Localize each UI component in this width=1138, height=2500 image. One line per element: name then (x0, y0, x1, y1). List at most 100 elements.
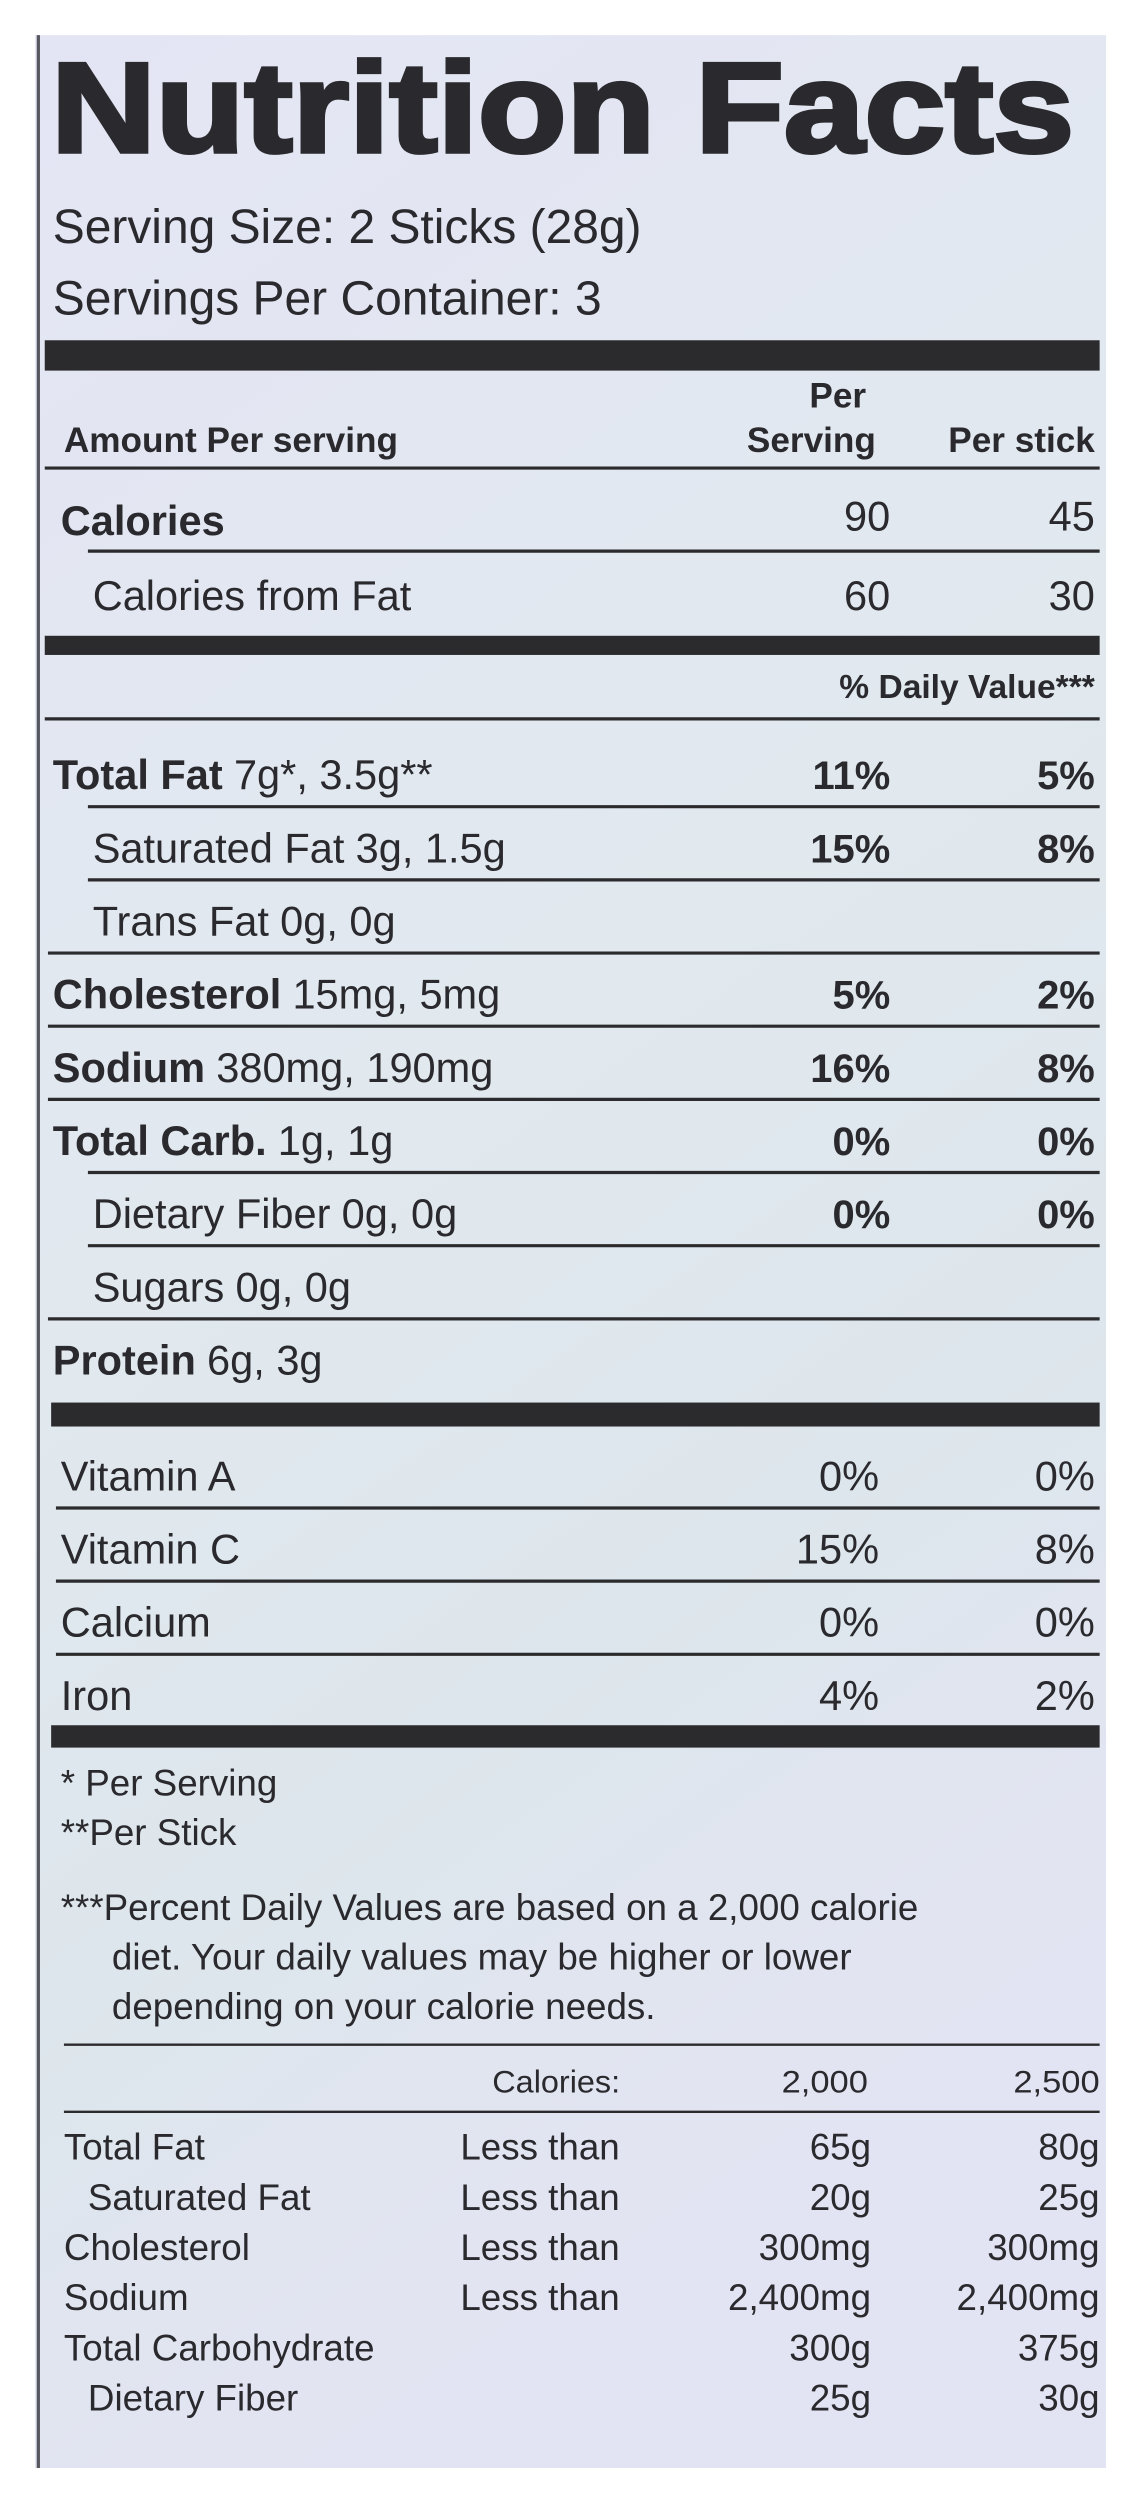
nutrient-row: Sodium 380mg, 190mg (53, 1044, 494, 1091)
nutrient-name: Trans Fat (93, 897, 270, 944)
daily-value: 0% (833, 1193, 891, 1237)
nutrient-amount: 3g, 1.5g (356, 824, 506, 871)
reference-header: Calories: (492, 2064, 620, 2100)
reference-value: 375g (1018, 2327, 1100, 2368)
reference-value: 20g (810, 2177, 871, 2218)
vitamin-value: 0% (1035, 1599, 1095, 1646)
nutrient-row: Sugars 0g, 0g (93, 1263, 351, 1310)
reference-value: 300g (789, 2327, 871, 2368)
daily-value: 2% (1037, 974, 1095, 1018)
vitamin-name: Calcium (61, 1599, 211, 1646)
vitamin-name: Vitamin C (61, 1526, 240, 1573)
reference-name: Dietary Fiber (88, 2378, 298, 2419)
nutrient-name: Protein (53, 1336, 196, 1383)
calories-fat-label: Calories from Fat (93, 572, 412, 619)
reference-value: 25g (1038, 2177, 1099, 2218)
nutrient-name: Total Fat (53, 751, 223, 798)
nutrient-row: Protein 6g, 3g (53, 1336, 323, 1383)
vitamin-value: 0% (819, 1599, 879, 1646)
daily-value: 8% (1037, 827, 1095, 871)
nutrient-amount: 0g, 0g (342, 1190, 458, 1237)
daily-value: 15% (810, 827, 890, 871)
nutrient-name: Dietary Fiber (93, 1190, 331, 1237)
vitamin-name: Vitamin A (61, 1452, 236, 1499)
daily-value-note: ***Percent Daily Values are based on a 2… (61, 1887, 919, 1928)
reference-value: 2,400mg (728, 2277, 871, 2318)
vitamin-value: 15% (796, 1526, 879, 1573)
vitamin-value: 0% (819, 1452, 879, 1499)
column-heading: Per stick (948, 421, 1095, 460)
nutrient-amount: 1g, 1g (278, 1117, 394, 1164)
vitamin-value: 4% (819, 1672, 879, 1719)
daily-value: 8% (1037, 1047, 1095, 1091)
reference-header: 2,000 (782, 2064, 868, 2100)
nutrient-row: Trans Fat 0g, 0g (93, 897, 396, 944)
nutrient-amount: 7g*, 3.5g** (234, 751, 433, 798)
nutrient-amount: 380mg, 190mg (216, 1044, 493, 1091)
vitamin-name: Iron (61, 1672, 133, 1719)
column-heading: Per Serving (747, 376, 876, 460)
reference-value: 2,400mg (957, 2277, 1100, 2318)
calories-fat-value: 30 (1049, 572, 1095, 619)
daily-value-note: depending on your calorie needs. (112, 1986, 656, 2027)
calories-value: 90 (844, 492, 890, 539)
nutrient-row: Total Fat 7g*, 3.5g** (53, 751, 433, 798)
daily-value: 11% (813, 754, 891, 798)
nutrient-amount: 15mg, 5mg (292, 971, 500, 1018)
calories-value: 45 (1049, 492, 1095, 539)
daily-value: 0% (1037, 1193, 1095, 1237)
nutrient-amount: 0g, 0g (280, 897, 396, 944)
vitamin-value: 0% (1035, 1452, 1095, 1499)
reference-limit: Less than (460, 2277, 619, 2318)
servings-per-container: Servings Per Container: 3 (53, 273, 602, 326)
nutrient-row: Dietary Fiber 0g, 0g (93, 1190, 457, 1237)
reference-name: Cholesterol (64, 2227, 250, 2268)
reference-value: 30g (1038, 2378, 1099, 2419)
reference-name: Saturated Fat (88, 2177, 311, 2218)
daily-value: 0% (833, 1120, 891, 1164)
vitamin-value: 2% (1035, 1672, 1095, 1719)
panel (35, 35, 1107, 2469)
thick-bar (44, 635, 1100, 655)
calories-label: Calories (61, 497, 225, 544)
reference-value: 25g (810, 2378, 871, 2419)
nutrient-name: Total Carb. (53, 1117, 267, 1164)
column-heading: Amount Per serving (64, 421, 398, 460)
reference-name: Sodium (64, 2277, 189, 2318)
daily-value: 5% (1037, 754, 1095, 798)
nutrient-name: Saturated Fat (93, 824, 345, 871)
title: Nutrition Facts (51, 37, 1074, 180)
reference-value: 300mg (759, 2227, 871, 2268)
reference-name: Total Carbohydrate (64, 2327, 375, 2368)
daily-value: 5% (833, 974, 891, 1018)
daily-value-heading: % Daily Value*** (839, 669, 1095, 706)
footnote: **Per Stick (61, 1812, 237, 1853)
nutrient-name: Sugars (93, 1263, 225, 1310)
reference-limit: Less than (460, 2127, 619, 2168)
serving-size: Serving Size: 2 Sticks (28g) (53, 201, 642, 254)
thick-bar (51, 1725, 1100, 1748)
reference-value: 65g (810, 2127, 871, 2168)
reference-limit: Less than (460, 2177, 619, 2218)
nutrient-name: Sodium (53, 1044, 205, 1091)
daily-value-note: diet. Your daily values may be higher or… (112, 1937, 852, 1978)
nutrient-amount: 0g, 0g (236, 1263, 352, 1310)
reference-name: Total Fat (64, 2127, 205, 2168)
daily-value: 16% (810, 1047, 890, 1091)
reference-limit: Less than (460, 2227, 619, 2268)
calories-fat-value: 60 (844, 572, 890, 619)
daily-value: 0% (1037, 1120, 1095, 1164)
footnote: * Per Serving (61, 1763, 278, 1804)
nutrient-row: Saturated Fat 3g, 1.5g (93, 824, 506, 871)
reference-value: 300mg (987, 2227, 1099, 2268)
vitamin-value: 8% (1035, 1526, 1095, 1573)
nutrient-amount: 6g, 3g (207, 1336, 323, 1383)
thick-bar (51, 1402, 1100, 1427)
thick-bar (44, 340, 1100, 371)
reference-header: 2,500 (1013, 2064, 1099, 2100)
reference-value: 80g (1038, 2127, 1099, 2168)
nutrient-row: Cholesterol 15mg, 5mg (53, 971, 501, 1018)
nutrient-row: Total Carb. 1g, 1g (53, 1117, 394, 1164)
